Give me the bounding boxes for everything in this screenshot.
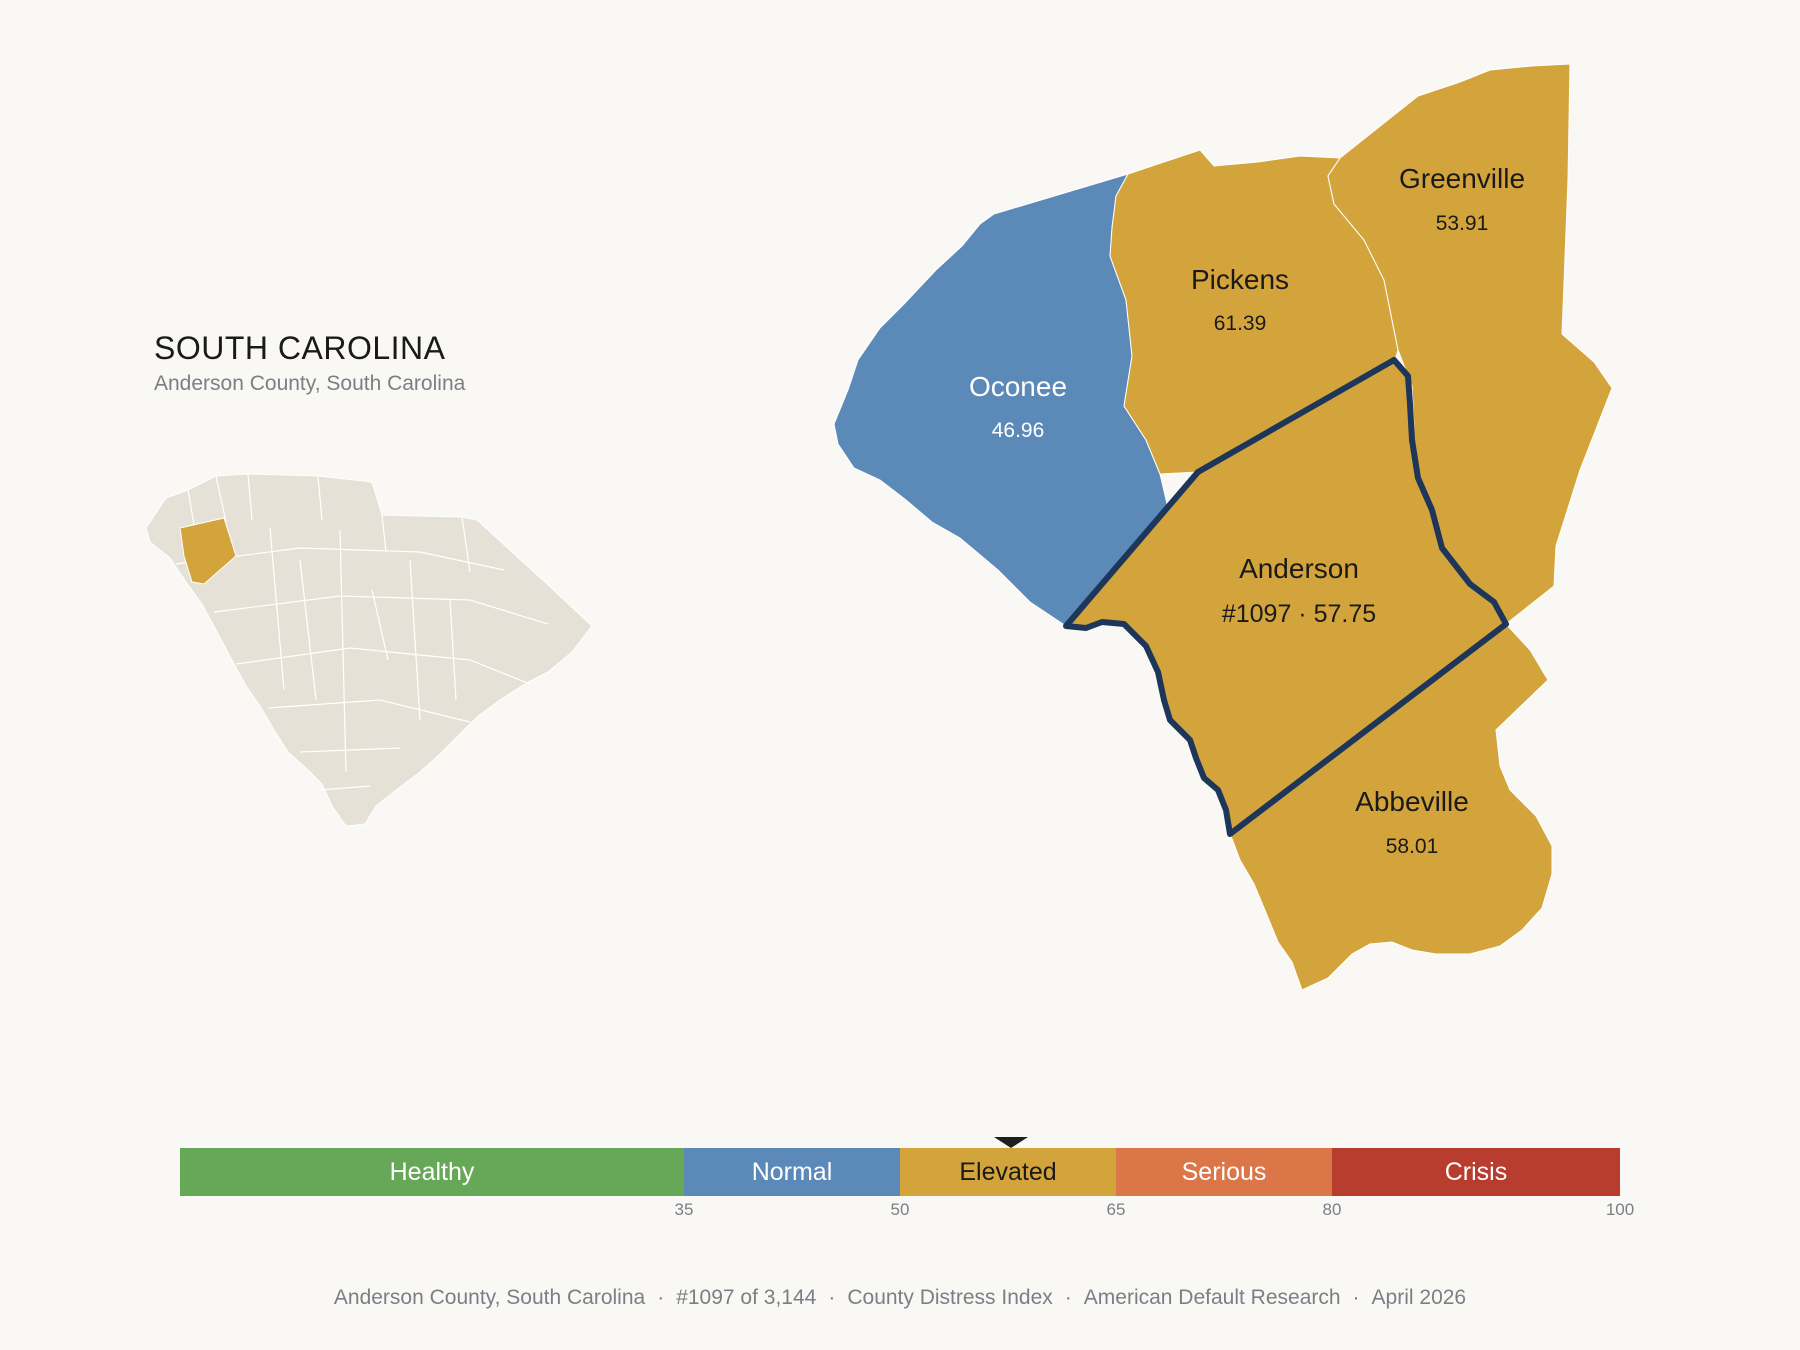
state-title: SOUTH CAROLINA xyxy=(154,330,446,366)
county-value-oconee: 46.96 xyxy=(992,419,1045,442)
legend-tick-80: 80 xyxy=(1322,1200,1342,1219)
county-label-abbeville: Abbeville xyxy=(1355,786,1469,817)
legend-tick-50: 50 xyxy=(890,1200,910,1219)
legend-label-healthy: Healthy xyxy=(389,1157,475,1186)
footer-source: American Default Research xyxy=(1083,1286,1341,1309)
county-value-greenville: 53.91 xyxy=(1436,212,1489,235)
footer-date: April 2026 xyxy=(1371,1286,1467,1309)
county-shape-abbeville xyxy=(1227,623,1553,991)
legend-segment-elevated: Elevated xyxy=(900,1148,1116,1196)
county-shape-anderson xyxy=(1066,360,1506,834)
footer-place: Anderson County, South Carolina xyxy=(333,1286,646,1309)
legend-tick-35: 35 xyxy=(674,1200,694,1219)
legend-label-elevated: Elevated xyxy=(959,1157,1057,1186)
county-label-oconee: Oconee xyxy=(969,371,1067,402)
footer-index-name: County Distress Index xyxy=(847,1286,1053,1309)
legend-tick-65: 65 xyxy=(1106,1200,1126,1219)
county-value-anderson: #1097 · 57.75 xyxy=(1222,600,1376,628)
county-label-anderson: Anderson xyxy=(1239,553,1359,584)
legend-segment-serious: Serious xyxy=(1116,1148,1332,1196)
legend-segment-normal: Normal xyxy=(684,1148,900,1196)
footer-rank: #1097 of 3,144 xyxy=(676,1286,817,1309)
legend-segment-healthy: Healthy xyxy=(180,1148,684,1196)
legend-bar: Healthy Normal Elevated Serious Crisis xyxy=(180,1148,1620,1196)
legend-label-normal: Normal xyxy=(751,1157,833,1186)
legend-value-marker xyxy=(994,1137,1028,1148)
county-labels: Greenville 53.91 Pickens 61.39 Oconee 46… xyxy=(969,163,1525,858)
legend-label-crisis: Crisis xyxy=(1444,1157,1508,1186)
footer-credits: Anderson County, South Carolina · #1097 of… xyxy=(333,1286,1467,1309)
legend-tick-100: 100 xyxy=(1605,1200,1635,1219)
county-subtitle: Anderson County, South Carolina xyxy=(154,372,466,395)
county-value-pickens: 61.39 xyxy=(1214,312,1267,335)
county-value-abbeville: 58.01 xyxy=(1386,835,1439,858)
county-label-pickens: Pickens xyxy=(1191,264,1289,295)
county-label-greenville: Greenville xyxy=(1399,163,1525,194)
legend-label-serious: Serious xyxy=(1181,1157,1267,1186)
legend-segment-crisis: Crisis xyxy=(1332,1148,1620,1196)
anderson-focus-outline xyxy=(1063,357,1509,837)
